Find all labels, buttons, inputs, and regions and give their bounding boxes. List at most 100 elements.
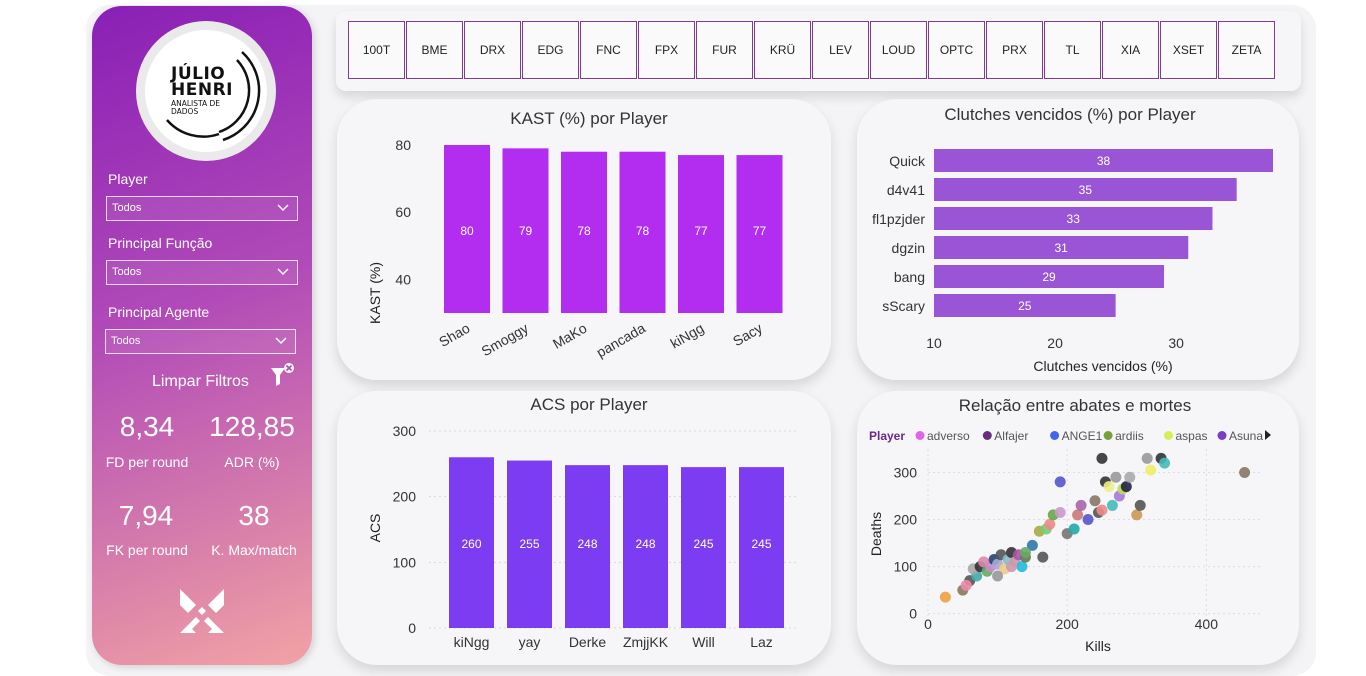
filter-player-dropdown[interactable]: Todos: [106, 196, 298, 221]
logo-name-first: JÚLIO: [171, 64, 226, 84]
team-button-tl[interactable]: TL: [1044, 21, 1101, 79]
team-button-xia[interactable]: XIA: [1102, 21, 1159, 79]
clutch-bar: [934, 207, 1213, 230]
clutch-chart-title: Clutches vencidos (%) por Player: [944, 105, 1196, 124]
legend-label: aspas: [1176, 429, 1208, 443]
kast-bar: [561, 151, 607, 313]
scatter-point: [1096, 452, 1108, 464]
team-button-lev[interactable]: LEV: [812, 21, 869, 79]
kast-x-tick: kiNgg: [667, 320, 706, 352]
scatter-point: [1006, 561, 1017, 573]
scatter-point: [1096, 504, 1108, 516]
clutch-y-tick: dgzin: [892, 240, 925, 256]
clutch-chart-card: Clutches vencidos (%) por Player Clutche…: [857, 99, 1299, 380]
acs-x-tick: Laz: [750, 634, 773, 650]
filter-agent-value: Todos: [111, 335, 141, 347]
kast-bar: [619, 151, 666, 313]
team-button-drx[interactable]: DRX: [464, 21, 521, 79]
scatter-point: [1082, 514, 1094, 526]
team-button-zeta[interactable]: ZETA: [1218, 21, 1275, 79]
clutch-data-label: 29: [1042, 270, 1056, 284]
legend-marker: [982, 431, 992, 440]
scatter-point: [1016, 561, 1028, 573]
logo: JÚLIO HENRI ANALISTA DE DADOS: [136, 21, 276, 161]
legend-marker: [1103, 431, 1113, 440]
scatter-y-tick: 300: [894, 465, 918, 481]
kast-chart-card: KAST (%) por Player KAST (%) 40 60 80 80 Sha…: [337, 99, 831, 380]
team-button-fpx[interactable]: FPX: [638, 21, 695, 79]
acs-data-label: 255: [519, 537, 539, 551]
acs-y-tick: 100: [393, 554, 417, 570]
team-button-fnc[interactable]: FNC: [580, 21, 637, 79]
scatter-point: [960, 579, 972, 591]
kast-data-label: 79: [519, 224, 533, 238]
acs-data-label: 248: [577, 537, 597, 551]
scatter-point: [1145, 464, 1157, 476]
sidebar: JÚLIO HENRI ANALISTA DE DADOS Player Tod…: [92, 6, 312, 665]
scatter-point: [1072, 509, 1084, 521]
acs-data-label: 245: [693, 537, 713, 551]
clutch-bar: [934, 236, 1189, 259]
scatter-chart: Relação entre abates e mortes Kills Deat…: [868, 396, 1271, 654]
filter-agent-label: Principal Agente: [108, 304, 210, 320]
team-button-prx[interactable]: PRX: [986, 21, 1043, 79]
clear-filter-icon[interactable]: [268, 362, 298, 392]
team-button-optc[interactable]: OPTC: [928, 21, 985, 79]
team-button-edg[interactable]: EDG: [522, 21, 579, 79]
filter-role-label: Principal Função: [108, 235, 213, 251]
acs-bar: [449, 457, 494, 628]
clutch-data-label: 25: [1018, 299, 1032, 313]
scatter-x-tick: 200: [1055, 616, 1079, 632]
legend-next-arrow-icon[interactable]: [1265, 430, 1271, 440]
kast-y-tick: 40: [395, 271, 411, 287]
acs-x-tick: Will: [692, 634, 715, 650]
acs-y-tick: 300: [393, 423, 417, 439]
scatter-y-tick: 100: [894, 559, 918, 575]
acs-bar: [681, 467, 726, 628]
scatter-point: [1054, 506, 1066, 518]
scatter-point: [1134, 499, 1146, 511]
scatter-point: [1075, 499, 1087, 511]
team-button-100t[interactable]: 100T: [348, 21, 405, 79]
filter-agent-dropdown[interactable]: Todos: [105, 329, 296, 354]
acs-chart: ACS por Player ACS 0 100 200 300 260 kiNgg 255…: [367, 395, 799, 650]
legend-label: Alfajer: [994, 429, 1028, 443]
kast-data-label: 78: [636, 224, 650, 238]
scatter-point: [1089, 495, 1101, 507]
legend-marker: [915, 431, 925, 440]
acs-bar: [739, 467, 784, 628]
kast-y-tick: 80: [395, 137, 411, 153]
clutch-x-axis-label: Clutches vencidos (%): [1033, 358, 1172, 374]
legend-label: Asuna: [1229, 429, 1263, 443]
clutch-x-tick: 10: [926, 335, 942, 351]
clutch-x-tick: 30: [1168, 335, 1184, 351]
scatter-point: [1054, 476, 1066, 488]
clutch-data-label: 35: [1079, 183, 1093, 197]
clutch-data-label: 33: [1067, 212, 1081, 226]
clutch-y-tick: sScary: [882, 298, 925, 314]
clear-filters-button[interactable]: Limpar Filtros: [152, 373, 249, 390]
clutch-bar: [934, 265, 1165, 288]
kpi-fd-label: FD per round: [105, 454, 189, 470]
scatter-point: [1037, 551, 1049, 563]
kast-x-tick: MaKo: [550, 320, 590, 352]
team-button-loud[interactable]: LOUD: [870, 21, 927, 79]
clutch-y-tick: fl1pzjder: [872, 211, 925, 227]
kast-bar: [444, 145, 490, 313]
team-button-xset[interactable]: XSET: [1160, 21, 1217, 79]
scatter-x-axis-label: Kills: [1085, 638, 1111, 654]
scatter-chart-title: Relação entre abates e mortes: [959, 396, 1191, 415]
team-button-krü[interactable]: KRÜ: [754, 21, 811, 79]
team-button-fur[interactable]: FUR: [696, 21, 753, 79]
scatter-point: [1141, 452, 1153, 464]
filter-role-dropdown[interactable]: Todos: [106, 260, 298, 285]
kast-chart-title: KAST (%) por Player: [510, 109, 668, 128]
legend-label: adverso: [927, 429, 970, 443]
team-button-bme[interactable]: BME: [406, 21, 463, 79]
scatter-point: [1131, 509, 1143, 521]
acs-chart-title: ACS por Player: [530, 395, 647, 414]
clutch-data-label: 38: [1097, 154, 1111, 168]
kast-bar: [502, 148, 549, 313]
acs-data-label: 248: [635, 537, 655, 551]
acs-data-label: 260: [461, 537, 481, 551]
